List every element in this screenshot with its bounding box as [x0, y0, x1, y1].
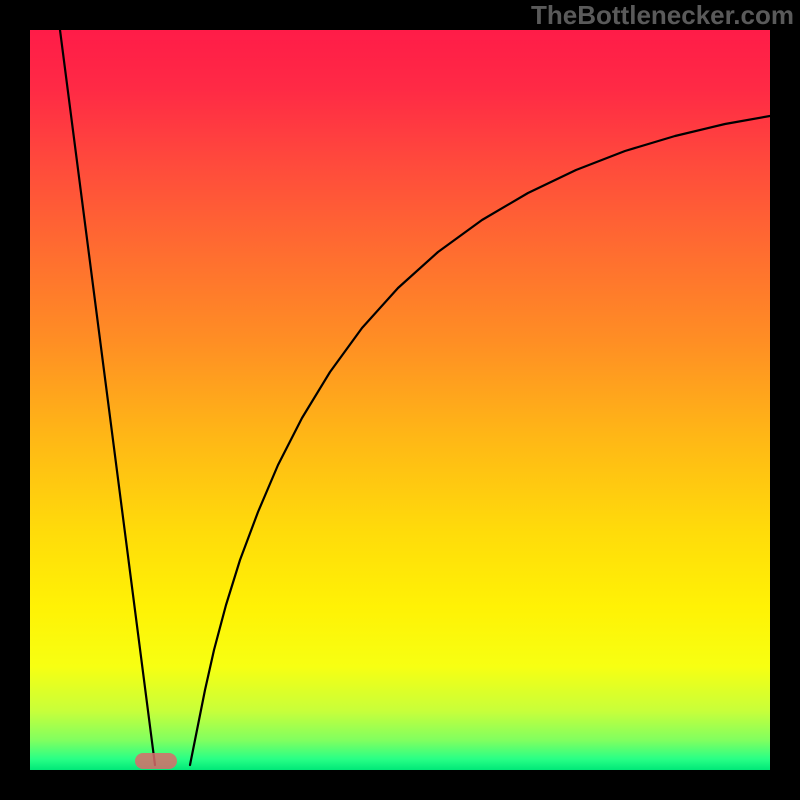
watermark-text: TheBottlenecker.com — [531, 0, 794, 31]
marker-rect — [135, 753, 177, 769]
marker-svg — [135, 753, 177, 769]
plot-area — [30, 30, 770, 770]
plot-svg — [30, 30, 770, 770]
bottleneck-marker — [135, 753, 177, 769]
